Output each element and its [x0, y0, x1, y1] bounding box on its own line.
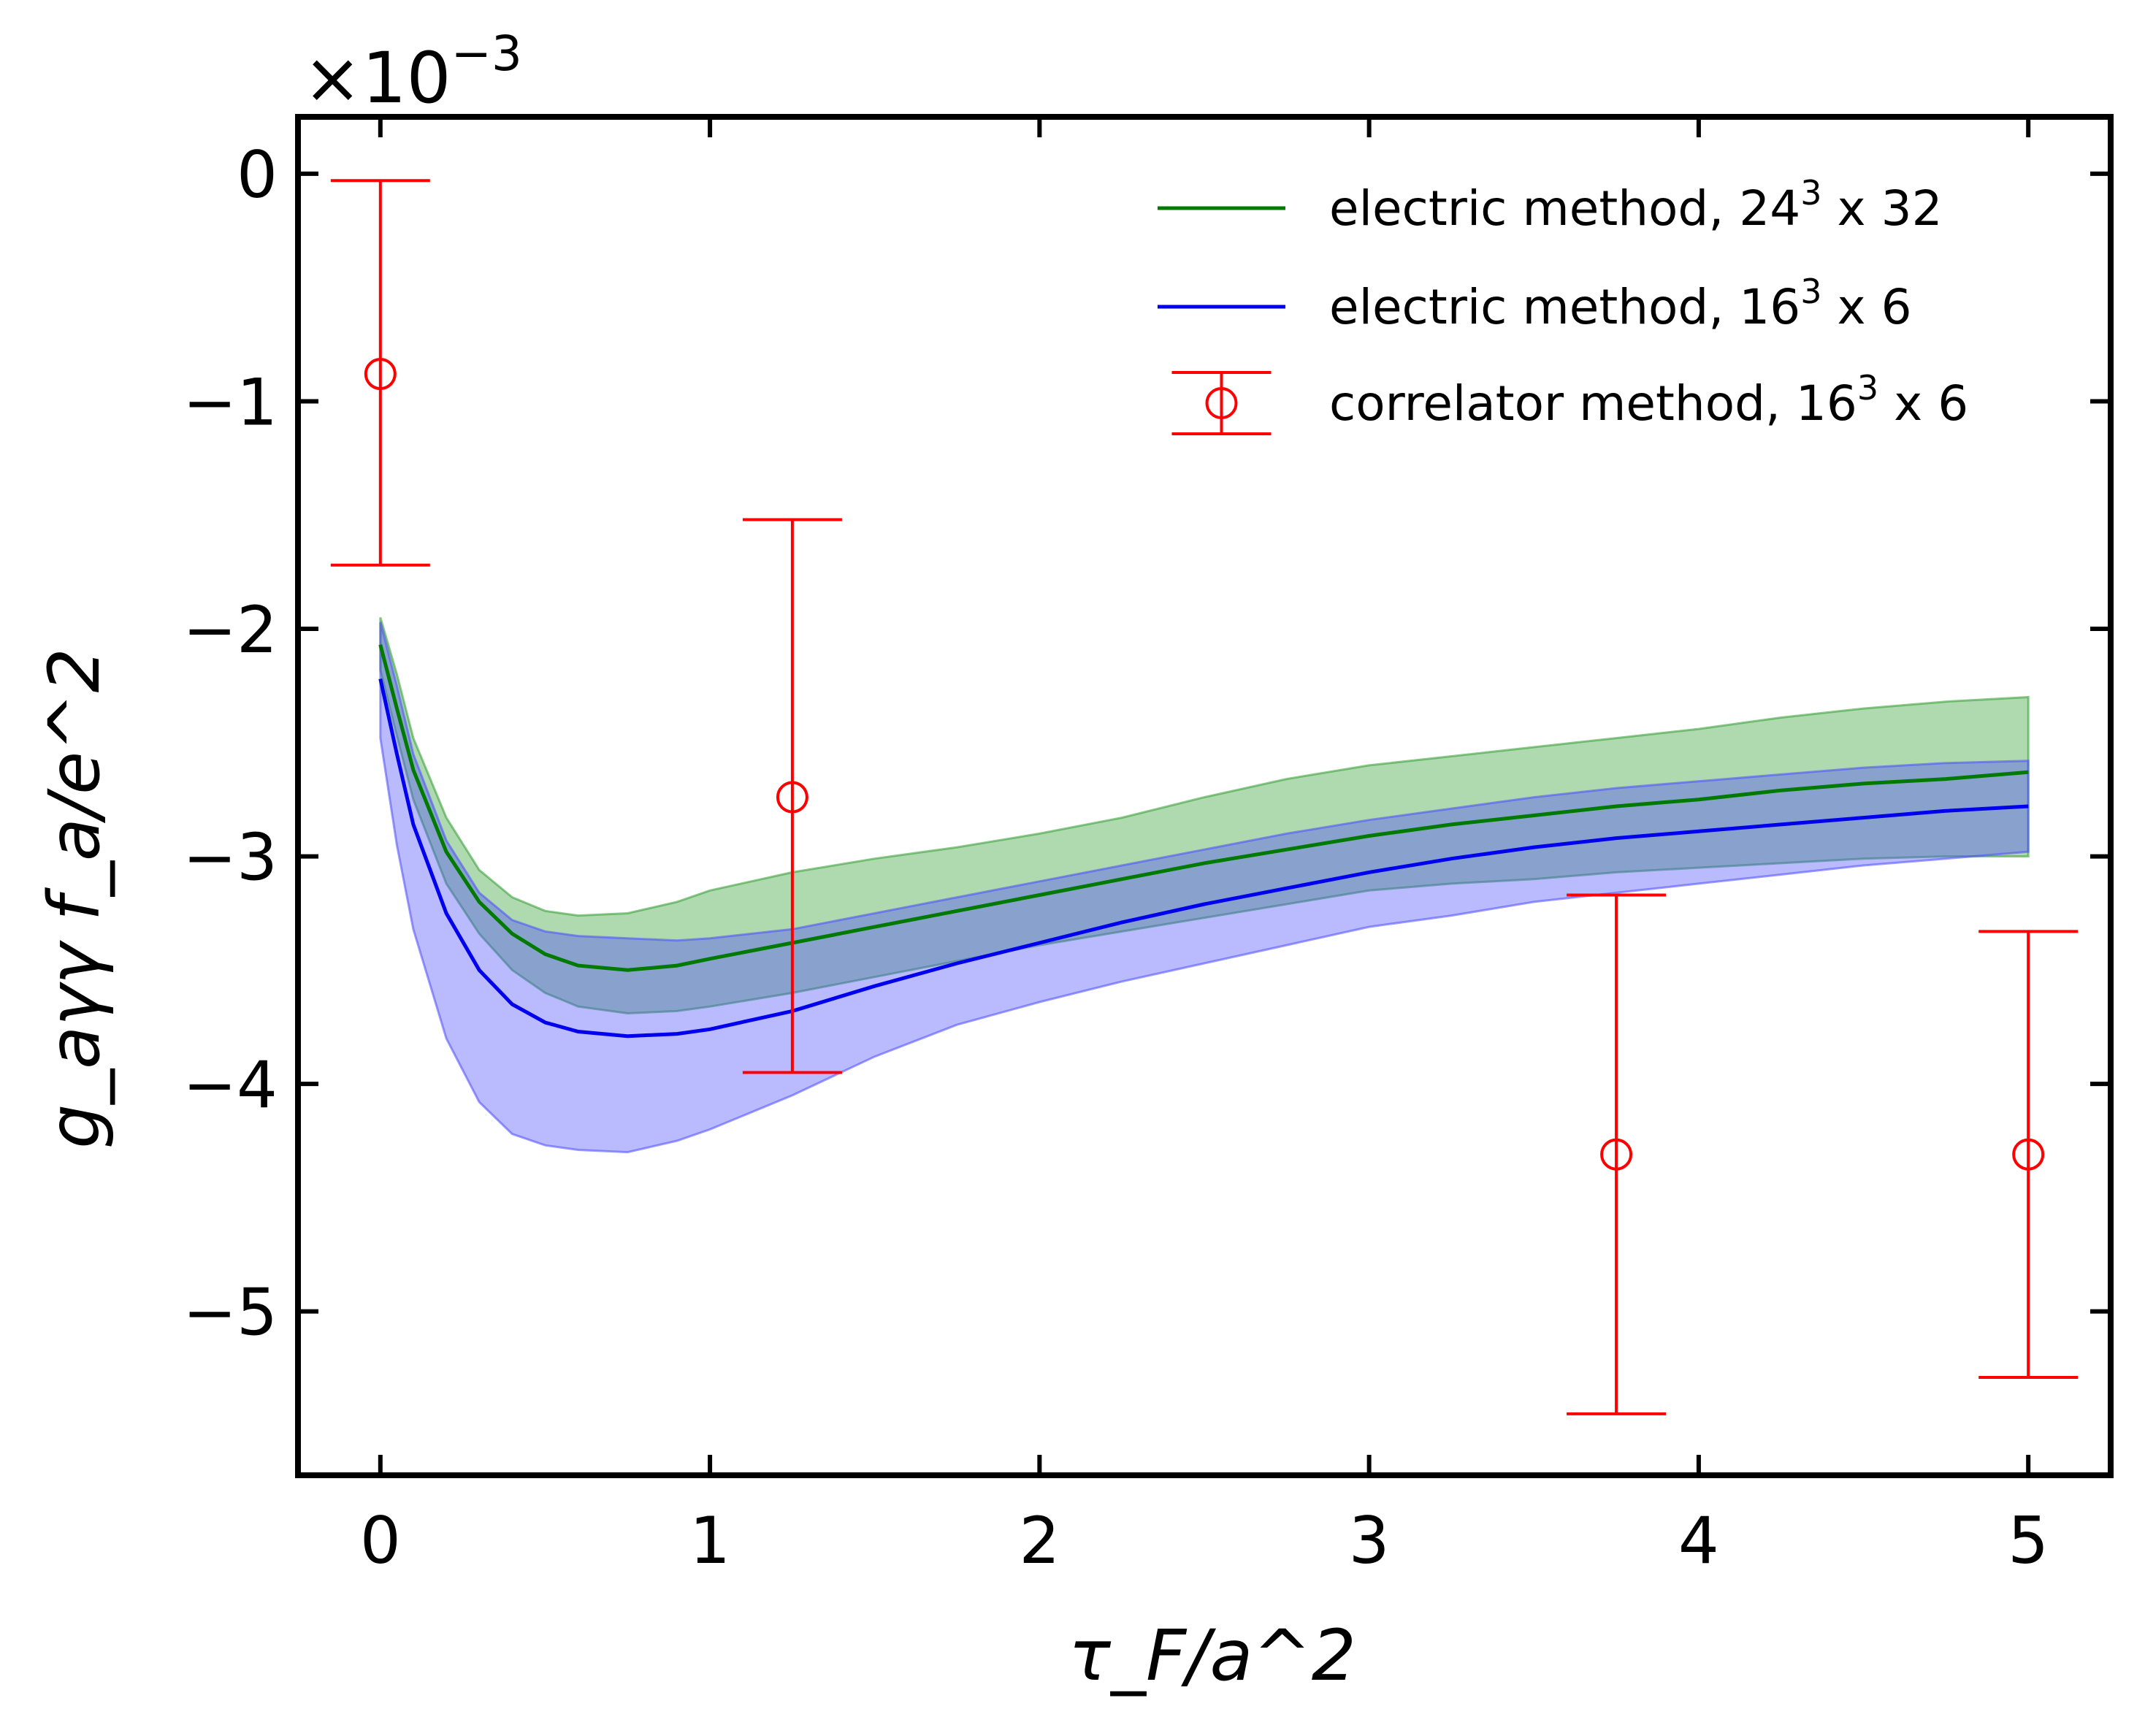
legend: electric method, 243 x 32 electric method…: [1158, 173, 1968, 435]
y-multiplier-label: ×10−3: [303, 26, 522, 119]
series-lines: [378, 644, 2029, 1039]
x-tick-label-5: 5: [2008, 1503, 2049, 1578]
y-tick-label-4: −4: [183, 1047, 278, 1123]
errorbar-point-0: [330, 179, 430, 567]
errorbar-points: [330, 179, 2079, 1415]
y-tick-label-1: −1: [183, 364, 278, 440]
plot-frame: [295, 114, 2114, 1478]
x-tick-label-1: 1: [689, 1503, 730, 1578]
x-tick-label-3: 3: [1349, 1503, 1390, 1578]
x-tick-label-2: 2: [1019, 1503, 1060, 1578]
y-axis-label: g_aγγ f_a/e^2: [34, 648, 115, 1148]
y-tick-label-5: −5: [183, 1275, 278, 1350]
errorbar-marker-3: [2012, 1138, 2045, 1171]
confidence-bands: [379, 616, 2030, 1154]
errorbar-point-1: [742, 518, 842, 1074]
x-axis-ticks: 0 1 2 3 4 5: [360, 117, 2049, 1578]
errorbar-point-2: [1567, 893, 1667, 1415]
legend-entry-2: correlator method, 163 x 6: [1171, 368, 1968, 435]
y-axis-ticks: 0 −1 −2 −3 −4 −5: [183, 137, 2111, 1350]
legend-label-0: electric method, 243 x 32: [1329, 173, 1943, 237]
x-tick-label-0: 0: [360, 1503, 401, 1578]
y-tick-label-2: −2: [183, 592, 278, 668]
legend-label-1: electric method, 163 x 6: [1329, 272, 1912, 335]
line-series-0: [378, 644, 2029, 972]
errorbar-marker-2: [1600, 1138, 1633, 1171]
legend-swatch-marker: [1205, 387, 1238, 419]
errorbar-marker-0: [364, 358, 397, 391]
y-tick-label-0: 0: [237, 137, 278, 213]
y-tick-label-3: −3: [183, 820, 278, 895]
x-axis-label: τ_F/a^2: [1068, 1615, 1356, 1697]
legend-label-2: correlator method, 163 x 6: [1329, 368, 1968, 432]
band-series-1: [379, 622, 2030, 1154]
x-tick-label-4: 4: [1678, 1503, 1719, 1578]
legend-entry-1: electric method, 163 x 6: [1158, 272, 1912, 335]
legend-entry-0: electric method, 243 x 32: [1158, 173, 1943, 237]
errorbar-point-3: [1978, 930, 2079, 1380]
errorbar-marker-1: [776, 781, 808, 814]
line-series-1: [378, 678, 2029, 1039]
